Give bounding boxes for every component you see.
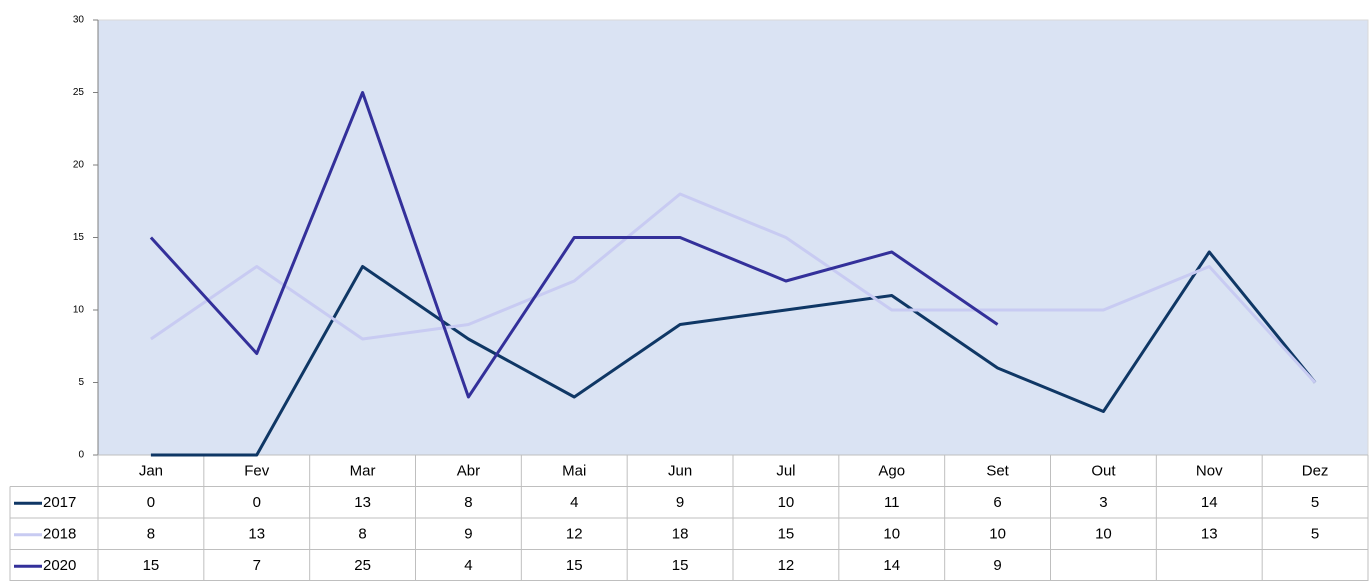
table-value: 4 [464,557,472,574]
x-tick-label: Jul [776,463,795,480]
table-value: 15 [778,526,795,543]
y-tick-label: 10 [73,305,85,316]
table-value: 0 [253,494,261,511]
legend-label: 2020 [43,557,76,574]
y-tick-label: 30 [73,15,85,26]
x-tick-label: Set [986,463,1009,480]
legend-label: 2018 [43,526,76,543]
table-value: 8 [358,526,366,543]
table-value: 10 [778,494,795,511]
table-value: 5 [1311,494,1319,511]
x-tick-label: Abr [457,463,480,480]
table-value: 12 [566,526,583,543]
x-tick-label: Nov [1196,463,1223,480]
plot-area [97,19,1369,456]
table-value: 12 [778,557,795,574]
x-tick-label: Dez [1302,463,1329,480]
table-value: 13 [1201,526,1218,543]
table-value: 14 [1201,494,1218,511]
table-value: 7 [253,557,261,574]
table-value: 10 [1095,526,1112,543]
table-value: 14 [883,557,900,574]
x-tick-label: Jan [139,463,163,480]
table-value: 25 [354,557,371,574]
table-value: 10 [989,526,1006,543]
table-value: 18 [672,526,689,543]
y-tick-label: 25 [73,87,85,98]
x-tick-label: Ago [878,463,905,480]
y-tick-label: 20 [73,160,85,171]
table-value: 13 [248,526,265,543]
line [150,192,1317,384]
table-value: 4 [570,494,578,511]
legend-label: 2017 [43,494,76,511]
table-value: 9 [464,526,472,543]
table-value: 15 [672,557,689,574]
table-value: 9 [676,494,684,511]
x-tick-label: Out [1091,463,1116,480]
y-tick-label: 15 [73,232,85,243]
table-value: 9 [993,557,1001,574]
table-value: 6 [993,494,1001,511]
y-tick-label: 0 [78,450,84,461]
table-value: 0 [147,494,155,511]
line [150,250,1317,457]
table-value: 11 [884,494,900,511]
table-value: 15 [566,557,583,574]
x-tick-label: Fev [244,463,270,480]
table-value: 8 [464,494,472,511]
x-tick-label: Jun [668,463,692,480]
table-value: 3 [1099,494,1107,511]
y-tick-label: 5 [78,377,84,388]
table-value: 8 [147,526,155,543]
line [149,91,999,399]
table-value: 13 [354,494,371,511]
table-value: 15 [143,557,160,574]
x-tick-label: Mar [350,463,376,480]
x-tick-label: Mai [562,463,586,480]
table-value: 5 [1311,526,1319,543]
table-value: 10 [883,526,900,543]
